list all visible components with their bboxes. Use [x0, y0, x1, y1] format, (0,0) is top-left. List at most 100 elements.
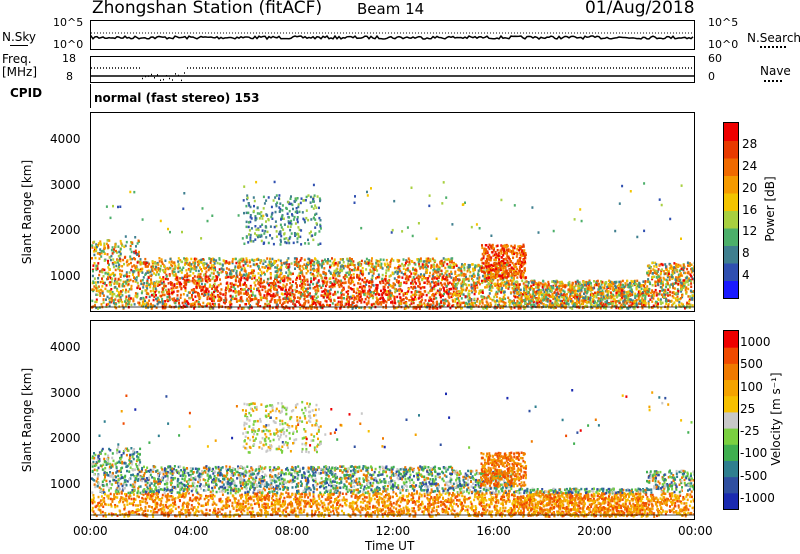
- heatmap-cell: [337, 274, 340, 278]
- heatmap-cell: [460, 265, 463, 269]
- heatmap-cell: [630, 288, 633, 291]
- heatmap-cell: [585, 287, 588, 290]
- heatmap-cell: [590, 284, 593, 288]
- heatmap-cell: [289, 271, 292, 275]
- heatmap-cell: [610, 280, 613, 284]
- heatmap-cell: [300, 291, 303, 295]
- heatmap-cell: [174, 299, 177, 302]
- heatmap-cell: [199, 279, 202, 282]
- heatmap-cell: [126, 275, 128, 278]
- heatmap-cell: [346, 300, 349, 303]
- heatmap-cell: [547, 280, 550, 284]
- heatmap-cell: [135, 245, 137, 248]
- heatmap-cell: [403, 307, 406, 310]
- heatmap-cell: [161, 298, 164, 301]
- heatmap-cell: [204, 276, 207, 280]
- heatmap-cell: [152, 292, 155, 295]
- heatmap-cell: [117, 301, 120, 304]
- heatmap-cell: [527, 286, 530, 290]
- heatmap-cell: [396, 267, 399, 270]
- heatmap-cell: [435, 284, 438, 287]
- heatmap-cell: [363, 300, 366, 304]
- heatmap-cell: [634, 296, 637, 299]
- heatmap-cell: [163, 293, 166, 297]
- heatmap-cell: [464, 283, 467, 286]
- heatmap-cell: [324, 271, 327, 275]
- heatmap-cell: [586, 290, 589, 293]
- heatmap-cell: [347, 303, 350, 306]
- heatmap-cell: [151, 264, 154, 267]
- heatmap-cell: [134, 249, 137, 253]
- heatmap-cell: [167, 282, 170, 285]
- heatmap-cell: [239, 265, 242, 269]
- heatmap-cell: [170, 263, 173, 266]
- heatmap-cell: [209, 307, 212, 310]
- heatmap-cell: [423, 275, 425, 278]
- heatmap-cell: [253, 287, 255, 290]
- heatmap-cell: [109, 273, 112, 277]
- heatmap-cell: [461, 290, 464, 293]
- heatmap-cell: [621, 294, 624, 298]
- heatmap-cell: [109, 276, 112, 280]
- heatmap-cell: [407, 263, 410, 267]
- heatmap-cell: [420, 303, 423, 306]
- heatmap-cell: [96, 267, 99, 270]
- heatmap-cell: [155, 262, 158, 265]
- heatmap-cell: [121, 269, 124, 273]
- heatmap-cell: [594, 291, 596, 295]
- heatmap-cell: [434, 259, 437, 262]
- heatmap-cell: [623, 291, 626, 294]
- heatmap-cell: [524, 280, 527, 284]
- heatmap-cell: [627, 294, 630, 297]
- heatmap-cell: [360, 272, 363, 275]
- heatmap-cell: [398, 259, 401, 262]
- heatmap-cell: [373, 265, 376, 269]
- heatmap-cell: [163, 270, 165, 274]
- heatmap-cell: [419, 267, 422, 270]
- nsearch-tick-low: 10^0: [708, 38, 739, 51]
- heatmap-cell: [356, 300, 359, 304]
- heatmap-cell: [477, 281, 480, 284]
- heatmap-cell: [601, 304, 604, 307]
- heatmap-cell: [298, 275, 301, 278]
- heatmap-cell: [481, 281, 484, 284]
- heatmap-cell: [623, 299, 626, 302]
- heatmap-cell: [357, 276, 360, 279]
- heatmap-cell: [111, 292, 114, 296]
- heatmap-cell: [592, 287, 595, 290]
- heatmap-cell: [107, 276, 109, 279]
- heatmap-cell: [264, 302, 267, 306]
- heatmap-cell: [269, 264, 272, 268]
- heatmap-cell: [249, 304, 251, 307]
- heatmap-cell: [508, 304, 511, 307]
- heatmap-cell: [287, 257, 290, 260]
- heatmap-cell: [592, 295, 595, 299]
- heatmap-cell: [401, 276, 404, 279]
- heatmap-cell: [198, 280, 201, 283]
- heatmap-cell: [655, 276, 658, 279]
- heatmap-cell: [545, 290, 548, 294]
- heatmap-cell: [145, 296, 148, 299]
- heatmap-cell: [405, 304, 408, 308]
- heatmap-cell: [345, 271, 348, 275]
- heatmap-cell: [196, 300, 199, 303]
- freq-plot: [91, 67, 695, 82]
- heatmap-cell: [217, 295, 220, 298]
- heatmap-cell: [418, 307, 421, 310]
- heatmap-cell: [277, 269, 280, 273]
- heatmap-cell: [121, 300, 124, 304]
- heatmap-cell: [240, 276, 243, 280]
- heatmap-cell: [624, 304, 626, 307]
- heatmap-cell: [164, 271, 167, 274]
- heatmap-cell: [398, 283, 401, 286]
- heatmap-cell: [677, 263, 680, 267]
- heatmap-cell: [145, 291, 148, 295]
- heatmap-cell: [505, 285, 507, 289]
- heatmap-cell: [143, 303, 146, 306]
- heatmap-cell: [306, 291, 309, 294]
- heatmap-cell: [94, 256, 97, 260]
- heatmap-cell: [187, 302, 190, 306]
- heatmap-cell: [96, 264, 99, 268]
- heatmap-cell: [243, 267, 246, 270]
- heatmap-cell: [688, 298, 691, 301]
